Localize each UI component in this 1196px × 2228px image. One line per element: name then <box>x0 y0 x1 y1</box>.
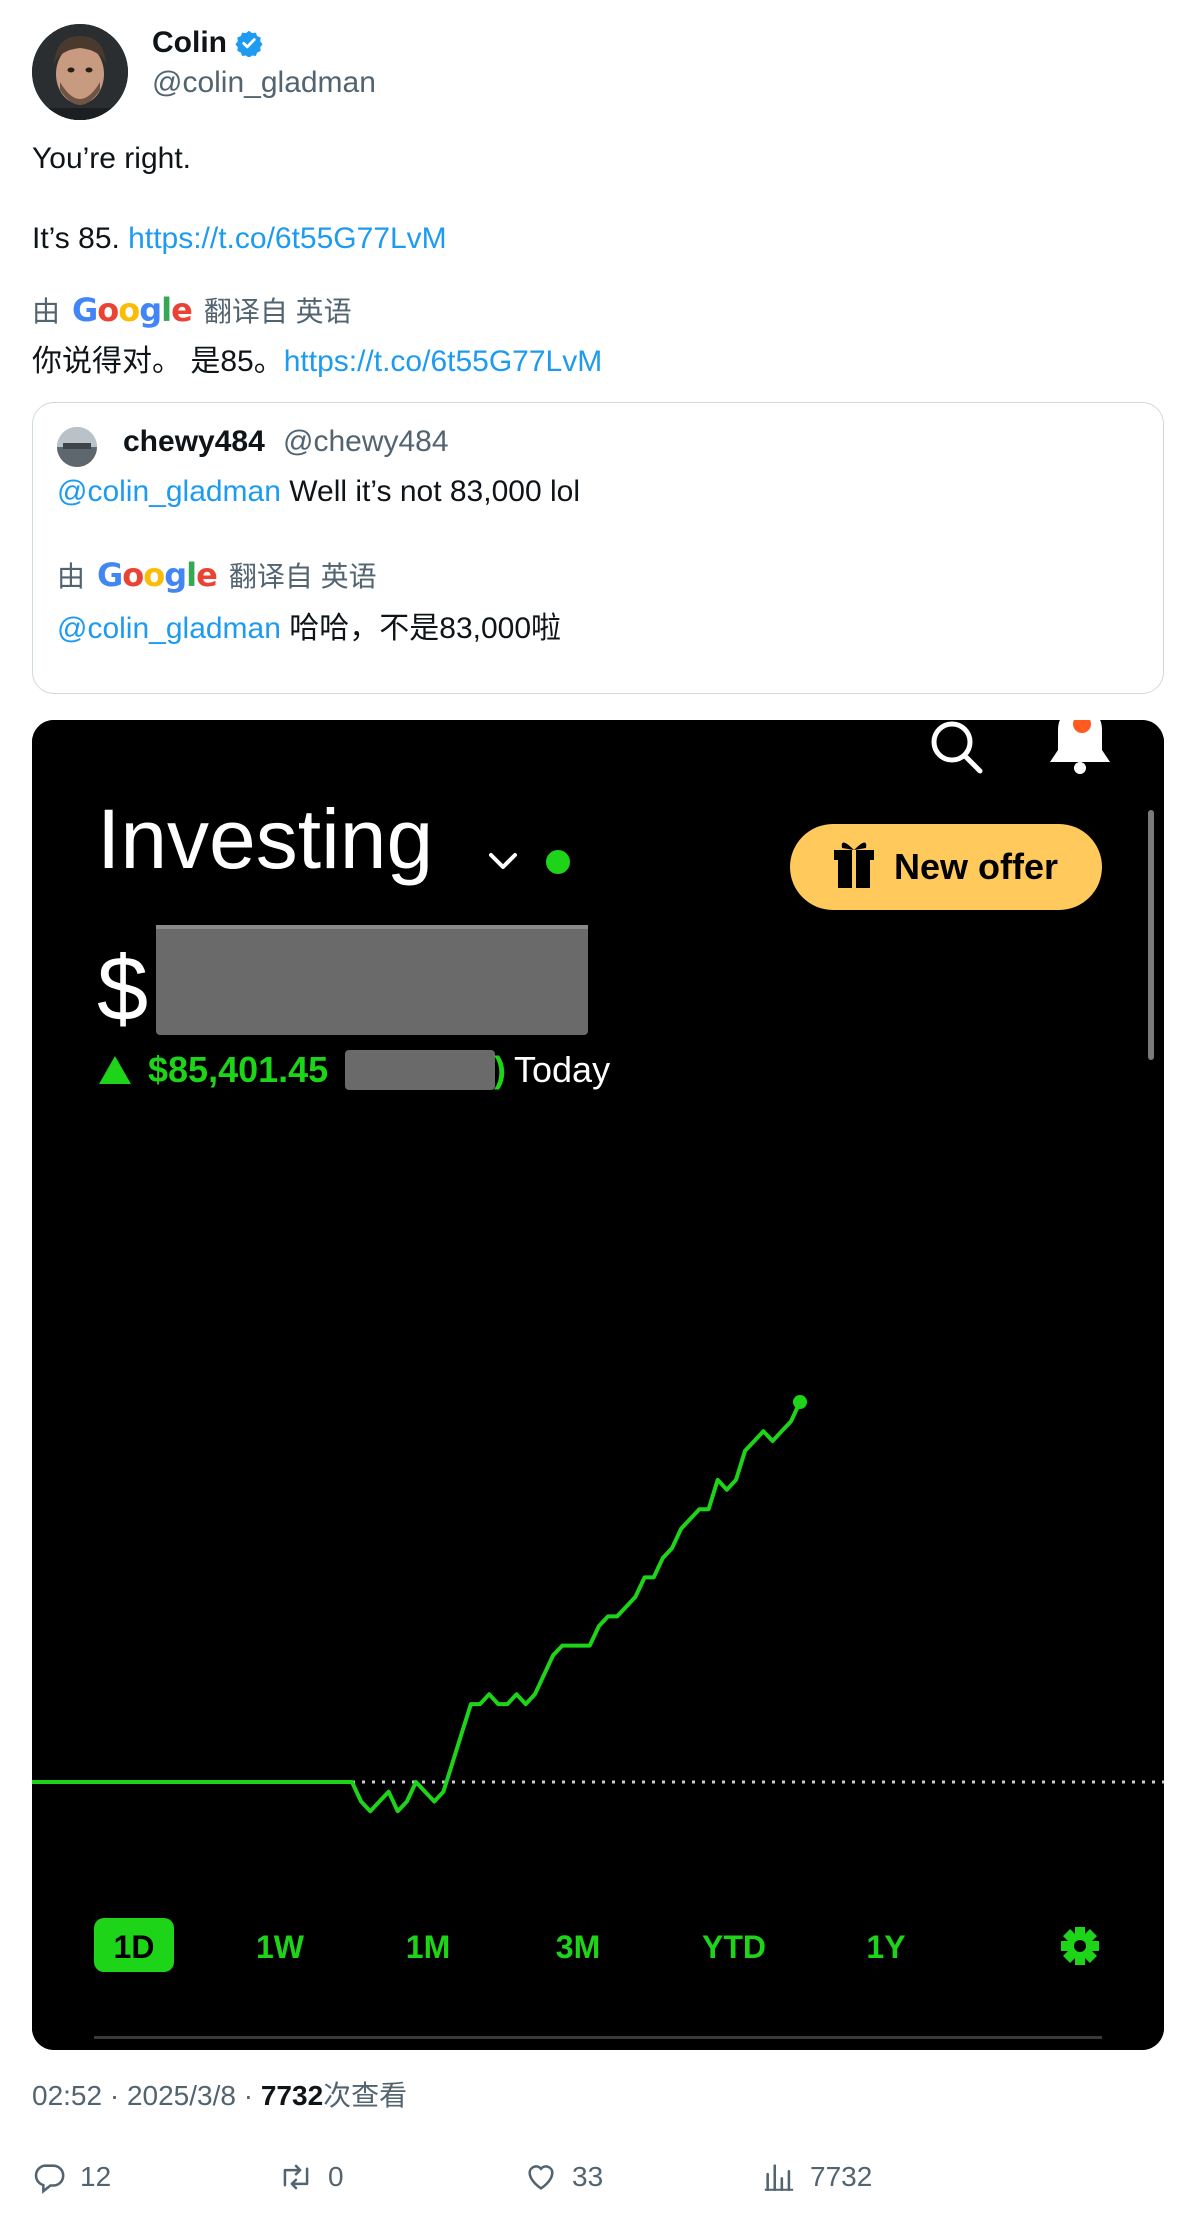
bottom-divider <box>94 2036 1102 2039</box>
new-offer-button[interactable]: New offer <box>790 824 1102 910</box>
chart-price-line <box>32 1401 802 1814</box>
tweet-date[interactable]: 2025/3/8 <box>126 2080 236 2111</box>
google-logo: Google <box>72 291 193 329</box>
quoted-translation-by-label: 由 <box>57 561 86 592</box>
scrollbar[interactable] <box>1148 810 1154 1060</box>
translation-by-label: 由 <box>32 296 61 327</box>
quoted-google-logo: Google <box>97 556 218 594</box>
change-paren: ) <box>494 1049 506 1090</box>
quoted-translation-source-label: 翻译自 英语 <box>228 561 377 592</box>
retweet-icon <box>283 2164 309 2190</box>
live-status-dot <box>546 850 570 874</box>
meta-separator-2: · <box>235 2080 261 2111</box>
range-tab-label: YTD <box>702 1929 766 1965</box>
meta-separator-1: · <box>102 2080 127 2111</box>
gift-icon <box>834 842 874 888</box>
translation-body: 你说得对。 是85。 <box>32 345 284 378</box>
chevron-down-icon <box>489 853 517 869</box>
quoted-author-handle[interactable]: @chewy484 <box>283 425 449 458</box>
investing-app-screenshot: Investing New offer $ $85,401.45 ) Today <box>32 720 1164 2050</box>
tweet-media-image[interactable]: Investing New offer $ $85,401.45 ) Today <box>32 720 1164 2050</box>
range-tab-label: 1D <box>114 1929 155 1965</box>
tweet-text-line-1: You’re right. <box>32 142 191 175</box>
range-tab-label: 1Y <box>866 1929 905 1965</box>
reply-icon <box>34 2164 65 2194</box>
reply-count: 12 <box>80 2161 112 2192</box>
views-label: 次查看 <box>323 2080 408 2111</box>
author-avatar[interactable] <box>32 24 128 120</box>
range-tab-1w[interactable]: 1W <box>256 1929 305 1965</box>
tweet-meta: 02:52 · 2025/3/8 · 7732次查看 <box>32 2074 407 2114</box>
like-count: 33 <box>572 2161 604 2192</box>
search-icon <box>931 721 983 774</box>
quoted-author-avatar[interactable] <box>57 427 97 467</box>
range-tab-3m[interactable]: 3M <box>556 1929 600 1965</box>
range-tab-ytd[interactable]: YTD <box>702 1929 766 1965</box>
translation-attribution: 由 Google 翻译自 英语 <box>32 290 352 330</box>
change-percent-redacted <box>345 1050 495 1090</box>
range-tabs: 1D 1W 1M 3M YTD 1Y <box>94 1918 906 1972</box>
quoted-translation-mention[interactable]: @colin_gladman <box>57 612 281 645</box>
change-period-label: Today <box>514 1049 610 1090</box>
balance-currency: $ <box>97 938 148 1040</box>
new-offer-label: New offer <box>894 846 1058 887</box>
analytics-icon <box>764 2164 794 2192</box>
range-tab-label: 1W <box>256 1929 305 1965</box>
daily-change-value: $85,401.45 <box>148 1049 328 1090</box>
quoted-author-name[interactable]: chewy484 <box>123 425 265 458</box>
gear-tooth <box>1075 1927 1085 1937</box>
views-action-count: 7732 <box>810 2161 873 2192</box>
tweet-text-body: It’s 85. <box>32 222 129 255</box>
author-avatar-image <box>32 24 128 120</box>
tweet-text-line-2: It’s 85. https://t.co/6t55G77LvM <box>32 222 447 256</box>
tweet-header: Colin @colin_gladman <box>32 24 1162 120</box>
gain-arrow-icon <box>99 1056 131 1084</box>
reply-button[interactable]: 12 <box>32 2160 111 2194</box>
quoted-tweet-text: @colin_gladman Well it’s not 83,000 lol <box>57 475 580 509</box>
translation-link[interactable]: https://t.co/6t55G77LvM <box>283 345 603 378</box>
views-count: 7732 <box>260 2080 324 2111</box>
author-name[interactable]: Colin <box>152 26 227 59</box>
redaction-highlight <box>156 925 588 929</box>
verified-badge-icon <box>235 30 263 57</box>
settings-gear-icon[interactable] <box>1061 1927 1099 1965</box>
translation-source-label: 翻译自 英语 <box>203 296 352 327</box>
range-tab-1y[interactable]: 1Y <box>866 1929 905 1965</box>
range-tab-1d[interactable]: 1D <box>94 1918 174 1972</box>
quoted-tweet-body: Well it’s not 83,000 lol <box>280 475 580 508</box>
notification-dot <box>1073 720 1091 733</box>
bell-icon <box>1050 720 1110 774</box>
tweet-time[interactable]: 02:52 <box>32 2080 103 2111</box>
balance-redacted <box>156 925 588 1035</box>
translation-text: 你说得对。 是85。https://t.co/6t55G77LvM <box>32 336 602 380</box>
range-tab-1m[interactable]: 1M <box>406 1929 450 1965</box>
tweet-media-link[interactable]: https://t.co/6t55G77LvM <box>128 222 447 255</box>
portfolio-chart <box>32 1395 1164 1814</box>
quoted-avatar-image <box>57 427 97 467</box>
quoted-tweet[interactable]: chewy484 @chewy484 @colin_gladman Well i… <box>32 402 1164 694</box>
range-tab-selected-bg <box>94 1918 174 1972</box>
range-tab-label: 3M <box>556 1929 600 1965</box>
portfolio-title: Investing <box>97 792 433 886</box>
views-button[interactable]: 7732 <box>762 2160 872 2194</box>
author-handle[interactable]: @colin_gladman <box>152 66 376 99</box>
quoted-translation-body: 哈哈，不是83,000啦 <box>280 612 562 645</box>
quoted-translation-text: @colin_gladman 哈哈，不是83,000啦 <box>57 603 561 647</box>
tweet-actions: 12 0 33 7732 <box>32 2160 1164 2200</box>
heart-icon <box>528 2165 554 2190</box>
gear-hole <box>1074 1940 1086 1952</box>
gear-tooth <box>1075 1955 1085 1965</box>
author-name-row: Colin <box>152 26 263 60</box>
range-tab-label: 1M <box>406 1929 450 1965</box>
like-button[interactable]: 33 <box>524 2160 603 2194</box>
chart-current-point <box>793 1395 807 1409</box>
retweet-button[interactable]: 0 <box>278 2160 344 2194</box>
quoted-translation-attribution: 由 Google 翻译自 英语 <box>57 555 377 595</box>
quoted-mention[interactable]: @colin_gladman <box>57 475 281 508</box>
retweet-count: 0 <box>328 2161 344 2192</box>
